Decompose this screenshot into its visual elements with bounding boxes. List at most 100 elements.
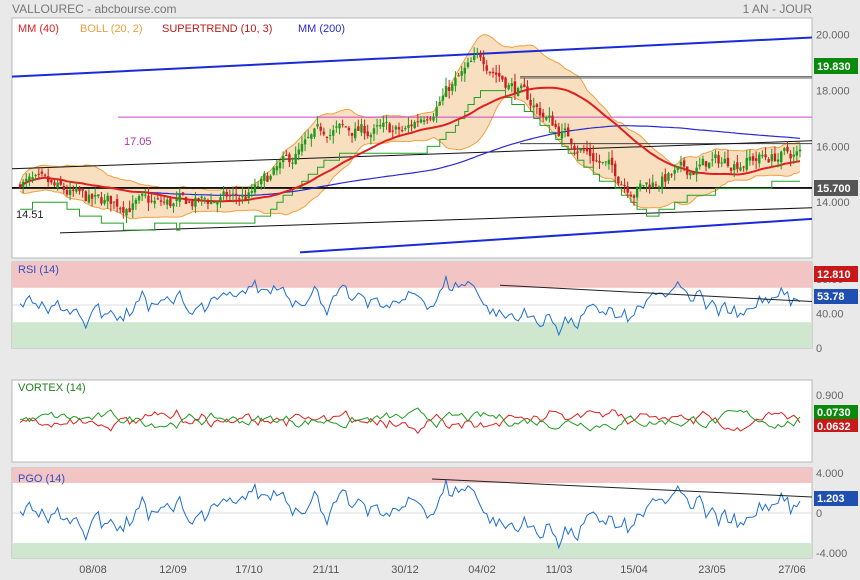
candle-body [441, 95, 445, 101]
candle [617, 175, 620, 186]
candle [419, 116, 423, 124]
candle [203, 196, 207, 204]
candle [513, 73, 517, 101]
candle [479, 50, 482, 62]
candle [573, 142, 576, 156]
candle-body [548, 115, 551, 118]
candle-body [328, 134, 332, 136]
candle-body [557, 126, 560, 136]
candle [720, 157, 723, 168]
candle [466, 57, 470, 69]
candle-body [335, 126, 338, 128]
candle-body [106, 195, 109, 202]
candle-body [25, 178, 28, 182]
candle-body [664, 174, 667, 182]
candle-body [379, 125, 382, 127]
candle-body [654, 184, 658, 186]
candle-body [704, 161, 708, 167]
x-tick-label: 17/10 [235, 564, 263, 576]
candle-body [347, 127, 351, 131]
candle-body [426, 119, 429, 121]
candle [112, 201, 116, 210]
candle [191, 199, 194, 211]
candle [175, 191, 178, 207]
candle [532, 97, 535, 116]
candle-body [595, 160, 598, 162]
candle-body [147, 195, 150, 203]
candle [281, 151, 285, 169]
candle [516, 86, 520, 97]
candle [219, 193, 222, 209]
candle-body [754, 158, 758, 161]
candle-body [87, 194, 91, 203]
candle-body [150, 200, 153, 202]
svg-text:12.810: 12.810 [817, 269, 851, 281]
candle [488, 71, 492, 76]
candle [332, 125, 335, 144]
candle-body [260, 178, 263, 185]
candle [78, 185, 81, 195]
candle-body [241, 194, 244, 198]
candle-body [90, 194, 94, 199]
candle [620, 181, 623, 186]
candle [714, 149, 717, 164]
candle-body [244, 196, 247, 200]
candle [366, 124, 369, 139]
candle-body [689, 172, 692, 176]
candle-body [723, 158, 727, 164]
candle [407, 117, 410, 133]
mm40-line [19, 86, 801, 203]
candle-body [156, 198, 160, 200]
candle [272, 166, 275, 176]
candle-body [281, 156, 285, 163]
period-label: 1 AN - JOUR [742, 2, 812, 16]
candle [90, 192, 94, 207]
candle-body [570, 138, 573, 145]
candle [253, 178, 257, 197]
candle [758, 152, 761, 168]
candle-body [247, 192, 250, 198]
candle-body [78, 188, 81, 192]
vortex-plus-line [19, 407, 801, 432]
candle-body [46, 176, 50, 183]
candle [792, 147, 795, 164]
pgo-y-tick: -4.000 [816, 548, 847, 560]
candle [72, 185, 75, 197]
badge-15700: 15.700 [814, 180, 858, 196]
candle-body [75, 187, 78, 192]
candle-body [306, 136, 310, 138]
candle [25, 173, 28, 187]
candle [375, 118, 379, 135]
candle [520, 83, 523, 93]
channel-lower-blue [299, 217, 812, 254]
candle-body [278, 162, 282, 169]
candle [689, 171, 692, 180]
candle [338, 123, 341, 135]
candle-body [350, 132, 354, 136]
candle-body [203, 198, 207, 200]
candle-body [676, 166, 680, 170]
candle [134, 197, 138, 210]
x-tick-label: 27/06 [778, 564, 806, 576]
candle [444, 77, 448, 98]
candle-body [485, 65, 488, 71]
supertrend-line [20, 90, 800, 231]
candle [626, 181, 629, 198]
x-tick-label: 30/12 [391, 564, 419, 576]
candle [579, 147, 582, 154]
candle [394, 124, 398, 135]
candle [341, 119, 344, 128]
rsi-overbought-zone [12, 262, 812, 288]
candle [610, 150, 614, 173]
candle-body [275, 166, 279, 171]
candle [228, 189, 232, 202]
candle-body [119, 208, 122, 210]
candle [742, 165, 745, 172]
candle-body [272, 167, 275, 175]
candle-body [629, 194, 633, 197]
candle [588, 142, 592, 164]
candle-body [588, 148, 592, 156]
candle [635, 186, 639, 201]
price-y-tick: 14.000 [816, 197, 850, 209]
candle-body [538, 107, 542, 116]
